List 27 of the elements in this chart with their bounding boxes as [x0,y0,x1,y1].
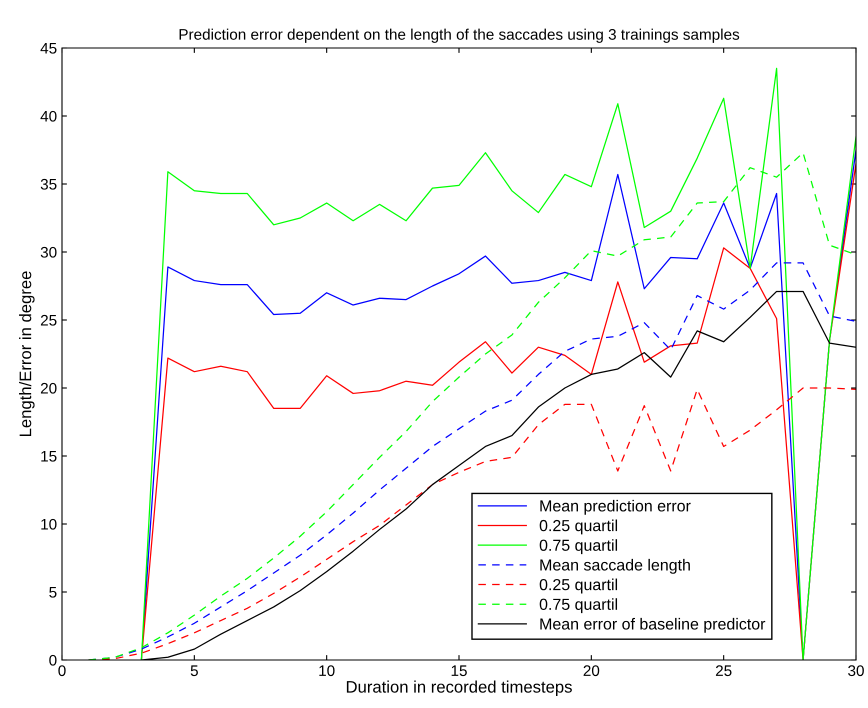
x-tick-label: 5 [190,665,198,676]
y-tick-label: 10 [41,518,57,530]
legend-label: Mean saccade length [540,558,690,574]
y-tick-label: 5 [49,587,56,598]
y-tick-label: 45 [40,43,56,54]
x-tick-label: 25 [716,665,732,676]
legend-label: Mean error of baseline predictor [540,618,766,633]
y-axis-title: Length/Error in degree [19,271,35,436]
legend-label: 0.75 quartil [540,539,618,554]
legend-label: 0.25 quartil [540,520,618,534]
legend-label: 0.75 quartil [540,598,618,614]
x-tick-label: 20 [584,665,600,676]
y-tick-label: 35 [40,178,56,190]
x-tick-label: 0 [58,665,66,676]
x-tick-label: 30 [848,665,864,676]
y-tick-label: 20 [40,382,57,394]
y-tick-label: 15 [41,451,56,462]
legend-label: 0.25 quartil [540,578,618,594]
x-axis-title: Duration in recorded timesteps [346,680,572,696]
y-tick-label: 25 [40,314,56,326]
legend-label: Mean prediction error [540,500,691,515]
y-tick-label: 40 [40,110,57,122]
x-tick-label: 15 [452,665,467,676]
chart-title: Prediction error dependent on the length of the saccades using 3 trainings samples [180,28,740,43]
y-tick-label: 30 [40,246,57,258]
y-tick-label: 0 [49,654,57,666]
x-tick-label: 10 [319,665,335,676]
